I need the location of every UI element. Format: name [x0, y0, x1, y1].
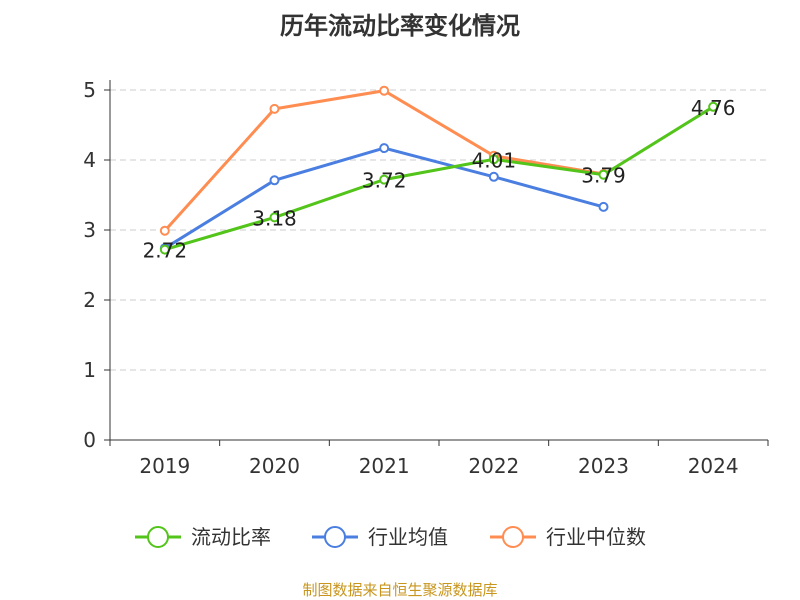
data-point[interactable]	[159, 244, 170, 255]
data-point[interactable]	[269, 103, 280, 114]
series-line	[163, 89, 604, 232]
y-tick-label: 3	[83, 218, 96, 242]
data-label: 3.79	[581, 164, 626, 188]
data-point[interactable]	[488, 171, 499, 182]
svg-text:行业中位数: 行业中位数	[546, 525, 646, 549]
data-point[interactable]	[708, 101, 719, 112]
data-label: 3.18	[252, 206, 297, 230]
y-tick-label: 1	[83, 358, 96, 382]
data-label: 2.72	[143, 239, 188, 263]
data-point[interactable]	[159, 225, 170, 236]
series-line	[164, 105, 714, 252]
legend-item[interactable]: 行业均值	[312, 525, 448, 549]
legend-item[interactable]: 行业中位数	[490, 525, 646, 549]
data-point[interactable]	[379, 174, 390, 185]
x-tick-label: 2022	[468, 454, 519, 478]
data-label: 4.01	[472, 148, 517, 172]
chart-title: 历年流动比率变化情况	[280, 12, 520, 40]
x-tick-label: 2024	[688, 454, 739, 478]
data-point[interactable]	[598, 201, 609, 212]
x-tick-label: 2019	[139, 454, 190, 478]
y-tick-label: 5	[83, 78, 96, 102]
data-point[interactable]	[379, 85, 390, 96]
data-point[interactable]	[269, 175, 280, 186]
source-note: 制图数据来自恒生聚源数据库	[302, 581, 498, 599]
svg-text:流动比率: 流动比率	[191, 525, 271, 549]
svg-text:行业均值: 行业均值	[368, 525, 448, 549]
legend-item[interactable]: 流动比率	[135, 525, 271, 549]
data-point[interactable]	[269, 212, 280, 223]
data-point[interactable]	[488, 154, 499, 165]
y-tick-label: 0	[83, 428, 96, 452]
data-point[interactable]	[379, 143, 390, 154]
x-tick-label: 2021	[359, 454, 410, 478]
y-tick-label: 2	[83, 288, 96, 312]
data-label: 3.72	[362, 169, 407, 193]
x-tick-label: 2023	[578, 454, 629, 478]
data-point[interactable]	[598, 169, 609, 180]
y-tick-label: 4	[83, 148, 96, 172]
data-label: 4.76	[691, 96, 736, 120]
x-tick-label: 2020	[249, 454, 300, 478]
